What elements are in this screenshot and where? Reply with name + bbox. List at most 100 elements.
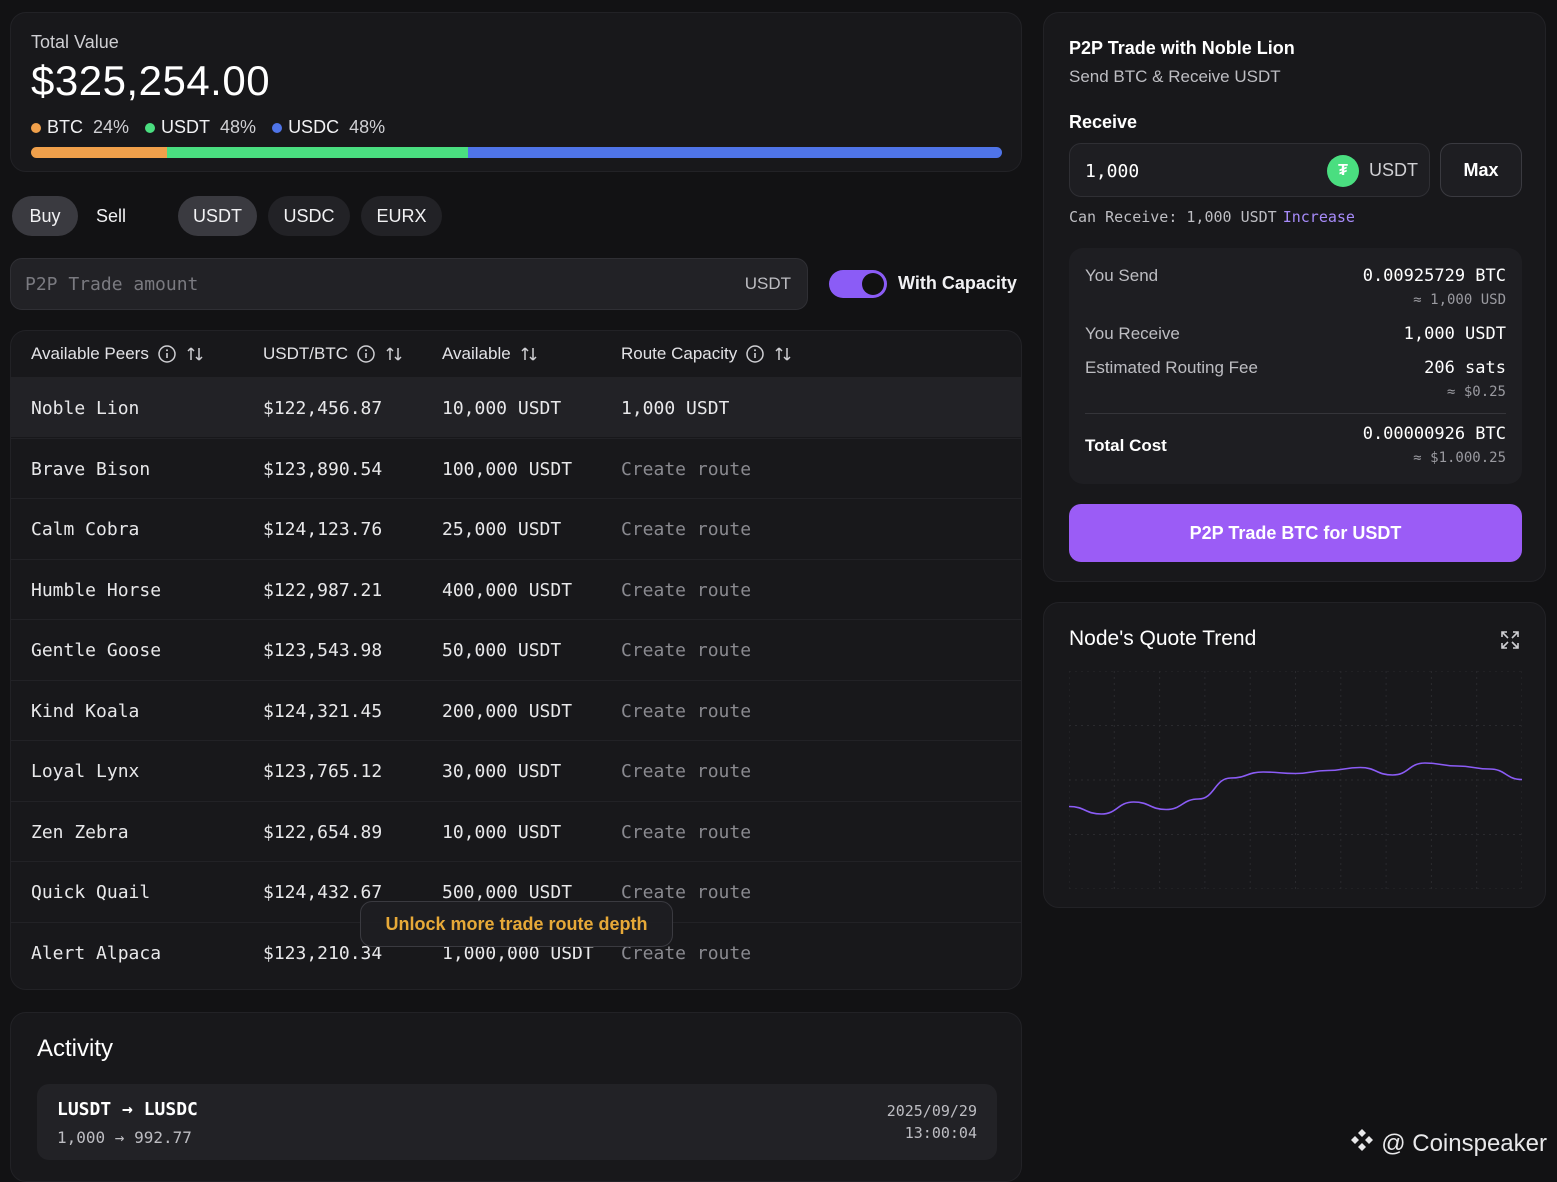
legend-name: BTC — [47, 117, 83, 137]
table-row[interactable]: Kind Koala $124,321.45 200,000 USDT Create … — [11, 679, 1021, 740]
total-cost-usd: ≈ $1.000.25 — [1413, 450, 1506, 466]
trade-summary: You Send 0.00925729 BTC ≈ 1,000 USD You … — [1069, 248, 1522, 484]
peer-name: Quick Quail — [31, 882, 151, 903]
create-route-link[interactable]: Create route — [621, 942, 752, 964]
peer-available: 50,000 USDT — [442, 640, 562, 661]
peer-price: $123,890.54 — [263, 458, 383, 480]
max-button[interactable]: Max — [1440, 143, 1522, 197]
create-route-link[interactable]: Create route — [621, 640, 752, 661]
table-row[interactable]: Gentle Goose $123,543.98 50,000 USDT Create… — [11, 619, 1021, 679]
tab-eurx[interactable]: EURX — [361, 196, 442, 236]
sort-icon[interactable] — [773, 344, 793, 364]
info-icon[interactable] — [356, 344, 376, 364]
table-row[interactable]: Loyal Lynx $123,765.12 30,000 USDT Create r… — [11, 740, 1021, 800]
peer-available: 10,000 USDT — [442, 821, 562, 843]
legend-pct: 48% — [349, 117, 386, 137]
activity-date: 2025/09/29 — [886, 1102, 977, 1120]
header-label: Available Peers — [31, 344, 149, 363]
peer-name: Loyal Lynx — [31, 761, 140, 782]
create-route-link[interactable]: Create route — [621, 458, 752, 480]
create-route-link[interactable]: Create route — [621, 761, 752, 782]
peer-available: 1,000,000 USDT — [442, 942, 594, 964]
amount-unit: USDT — [744, 274, 791, 293]
header-label: Available — [442, 344, 511, 363]
quote-trend-title: Node's Quote Trend — [1069, 627, 1257, 650]
table-row[interactable]: Quick Quail $124,432.67 500,000 USDT Create… — [11, 861, 1021, 921]
sort-icon[interactable] — [384, 344, 404, 364]
tab-buy[interactable]: Buy — [12, 196, 78, 236]
p2p-trade-button[interactable]: P2P Trade BTC for USDT — [1069, 504, 1522, 562]
sort-icon[interactable] — [519, 344, 539, 364]
tab-usdc[interactable]: USDC — [268, 196, 350, 236]
header-usdt-btc[interactable]: USDT/BTC — [263, 331, 404, 377]
legend-item-usdt: USDT 48% — [145, 117, 256, 138]
table-row[interactable]: Brave Bison $123,890.54 100,000 USDT Create… — [11, 437, 1021, 498]
tether-icon: ₮ — [1327, 155, 1359, 187]
trade-amount-field: USDT — [10, 258, 808, 310]
header-route-capacity[interactable]: Route Capacity — [621, 331, 793, 377]
peer-price: $123,765.12 — [263, 761, 383, 782]
peer-available: 30,000 USDT — [442, 761, 562, 782]
expand-icon[interactable] — [1499, 629, 1521, 656]
total-cost-value: 0.00000926 BTC — [1362, 424, 1506, 444]
peer-available: 10,000 USDT — [442, 398, 562, 419]
create-route-link[interactable]: Create route — [621, 519, 752, 540]
quote-trend-chart — [1069, 671, 1522, 889]
allocation-segment-usdt — [166, 147, 468, 158]
trend-series-line — [1069, 762, 1522, 815]
allocation-segment-usdc — [467, 147, 1002, 158]
usdt-dot-icon — [145, 122, 156, 133]
summary-divider — [1085, 413, 1506, 414]
sort-icon[interactable] — [185, 344, 205, 364]
create-route-link[interactable]: Create route — [621, 579, 752, 601]
can-receive-value: Can Receive: 1,000 USDT — [1069, 208, 1277, 226]
trade-amount-input[interactable] — [25, 271, 705, 297]
legend-name: USDC — [288, 117, 340, 137]
table-row[interactable]: Humble Horse $122,987.21 400,000 USDT Creat… — [11, 558, 1021, 619]
trade-title: P2P Trade with Noble Lion — [1069, 38, 1295, 58]
receive-unit: USDT — [1369, 160, 1418, 180]
legend-item-usdc: USDC 48% — [272, 117, 385, 138]
create-route-link[interactable]: Create route — [621, 882, 752, 903]
legend-item-btc: BTC 24% — [31, 117, 129, 138]
can-receive-text: Can Receive: 1,000 USDT Increase — [1069, 208, 1355, 226]
activity-pair: LUSDT → LUSDC — [57, 1099, 198, 1120]
table-row[interactable]: Noble Lion $122,456.87 10,000 USDT 1,000 US… — [11, 377, 1021, 437]
peer-name: Noble Lion — [31, 398, 140, 419]
peer-price: $123,210.34 — [263, 942, 383, 964]
peer-available: 100,000 USDT — [442, 458, 573, 480]
trade-subtitle: Send BTC & Receive USDT — [1069, 67, 1281, 86]
tab-sell[interactable]: Sell — [95, 205, 126, 226]
btc-dot-icon — [31, 122, 41, 133]
unlock-route-depth-button[interactable]: Unlock more trade route depth — [360, 901, 673, 947]
tab-usdt[interactable]: USDT — [178, 196, 257, 236]
peer-price: $124,321.45 — [263, 700, 383, 722]
peer-price: $122,987.21 — [263, 579, 383, 601]
create-route-link[interactable]: Create route — [621, 821, 752, 843]
allocation-bar — [31, 147, 1002, 158]
receive-amount-input[interactable]: 1,000 ₮ USDT — [1069, 143, 1430, 197]
info-icon[interactable] — [745, 344, 765, 364]
header-available[interactable]: Available — [442, 331, 539, 377]
peer-name: Humble Horse — [31, 579, 162, 601]
table-row[interactable]: Calm Cobra $124,123.76 25,000 USDT Create r… — [11, 498, 1021, 558]
peer-price: $124,123.76 — [263, 519, 383, 540]
capacity-toggle-label: With Capacity — [898, 273, 1017, 293]
create-route-link[interactable]: Create route — [621, 700, 752, 722]
legend-pct: 48% — [220, 117, 257, 137]
increase-link[interactable]: Increase — [1282, 208, 1355, 226]
activity-item[interactable]: LUSDT → LUSDC 1,000 → 992.77 2025/09/29 … — [37, 1084, 997, 1160]
peers-table: Available Peers USDT/BTC Available Route… — [10, 330, 1022, 990]
header-available-peers[interactable]: Available Peers — [31, 331, 205, 377]
quote-trend-card: Node's Quote Trend — [1043, 602, 1546, 908]
peer-price: $123,543.98 — [263, 640, 383, 661]
peer-price: $124,432.67 — [263, 882, 383, 903]
total-value-label: Total Value — [31, 32, 119, 52]
usdc-dot-icon — [272, 122, 283, 133]
capacity-toggle[interactable] — [829, 270, 887, 298]
info-icon[interactable] — [157, 344, 177, 364]
table-row[interactable]: Zen Zebra $122,654.89 10,000 USDT Create ro… — [11, 800, 1021, 861]
peer-name: Gentle Goose — [31, 640, 162, 661]
peer-name: Brave Bison — [31, 458, 151, 480]
you-send-usd: ≈ 1,000 USD — [1413, 292, 1506, 308]
